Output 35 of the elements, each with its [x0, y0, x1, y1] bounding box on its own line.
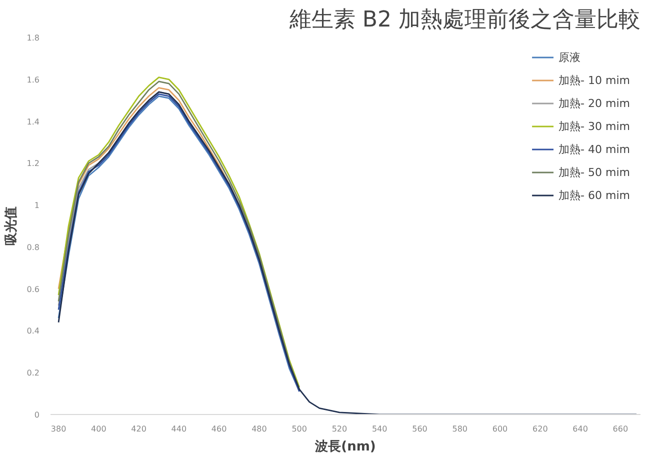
legend-label: 加熱- 10 mim — [558, 72, 630, 88]
y-tick-label: 1 — [34, 201, 40, 210]
legend-label: 加熱- 30 mim — [558, 118, 630, 134]
y-tick-label: 0.6 — [26, 284, 40, 294]
x-tick-label: 600 — [492, 424, 508, 434]
x-tick-label: 640 — [572, 424, 588, 434]
x-tick-label: 440 — [171, 424, 187, 434]
legend-label: 加熱- 60 mim — [558, 188, 630, 202]
y-axis-title: 吸光值 — [4, 206, 19, 246]
y-tick-label: 1.2 — [26, 159, 40, 168]
y-tick-label: 1.8 — [26, 34, 40, 42]
legend-label: 加熱- 20 mim — [558, 96, 630, 110]
x-tick-label: 540 — [372, 424, 388, 434]
x-tick-label: 480 — [252, 424, 267, 434]
x-tick-label: 520 — [332, 424, 348, 434]
y-tick-label: 1.4 — [26, 117, 40, 126]
legend-label: 原液 — [558, 50, 581, 64]
x-tick-label: 660 — [612, 424, 628, 434]
x-tick-label: 620 — [532, 424, 548, 434]
x-axis-title: 波長(nm) — [314, 440, 376, 454]
x-tick-label: 400 — [91, 424, 106, 434]
x-tick-label: 500 — [292, 424, 307, 434]
y-tick-label: 0.4 — [26, 326, 40, 336]
x-tick-label: 460 — [211, 424, 227, 434]
y-tick-label: 0 — [34, 410, 40, 420]
legend-label: 加熱- 50 mim — [558, 164, 630, 180]
chart-title: 維生素 B2 加熱處理前後之含量比較 — [288, 8, 640, 32]
x-tick-label: 560 — [412, 424, 428, 434]
x-tick-label: 420 — [131, 424, 146, 434]
y-tick-label: 0.8 — [26, 242, 40, 252]
y-tick-label: 0.2 — [26, 368, 40, 378]
x-tick-label: 580 — [452, 424, 468, 434]
x-tick-label: 380 — [50, 424, 66, 434]
y-tick-label: 1.6 — [26, 75, 40, 84]
legend-label: 加熱- 40 mim — [558, 142, 630, 156]
